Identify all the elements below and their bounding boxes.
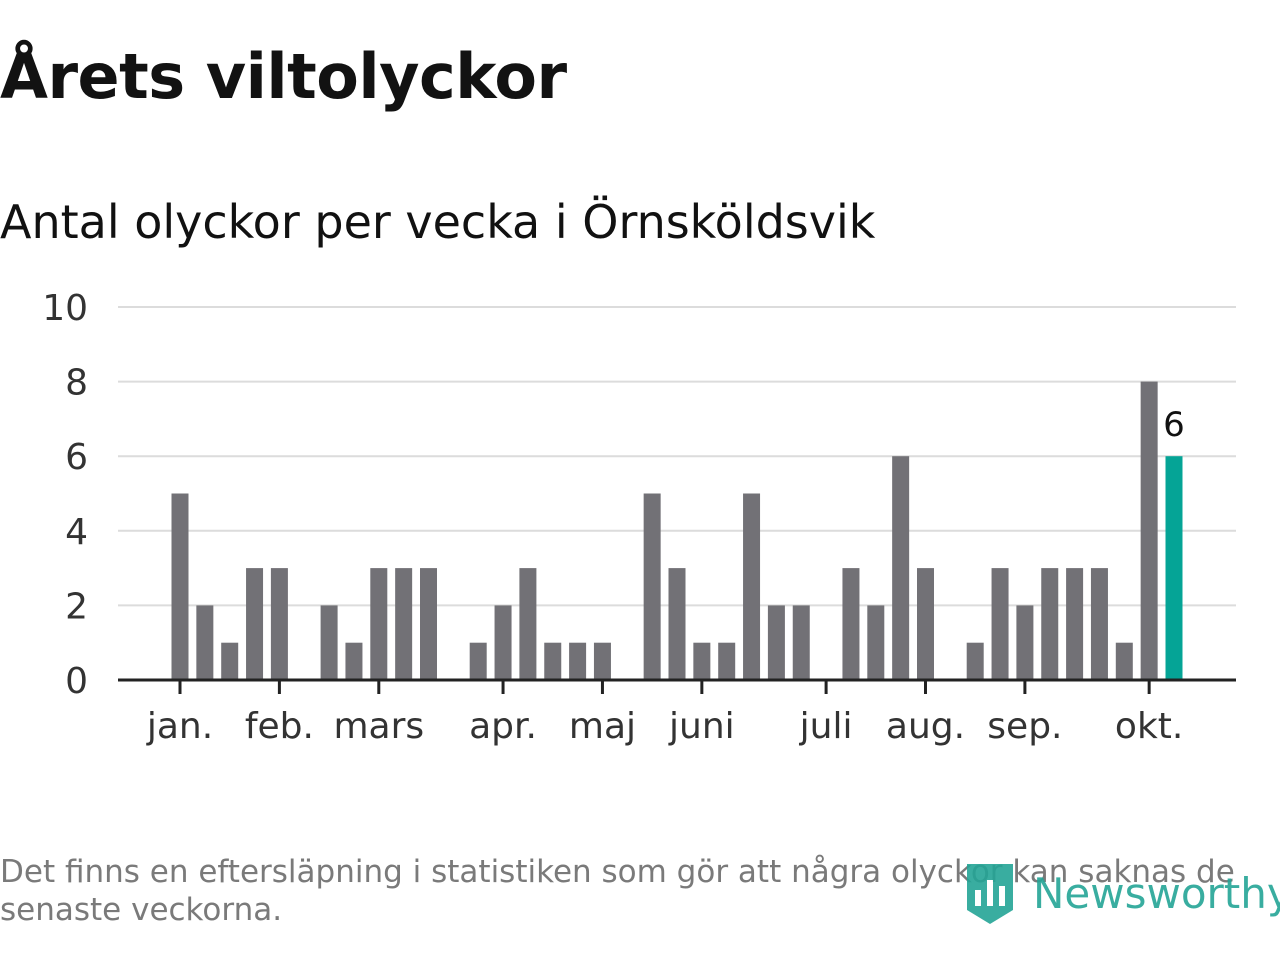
x-tick-label: juni bbox=[668, 706, 735, 747]
bar bbox=[867, 605, 885, 680]
bar bbox=[593, 642, 611, 680]
bar bbox=[792, 605, 810, 680]
y-axis-ticks: 0 2 4 6 8 10 bbox=[42, 288, 88, 702]
bar bbox=[1090, 568, 1108, 680]
x-tick-label: sep. bbox=[987, 706, 1062, 747]
y-tick-label: 0 bbox=[65, 661, 88, 702]
y-tick-label: 6 bbox=[65, 437, 88, 478]
bar bbox=[1066, 568, 1084, 680]
bar bbox=[1140, 381, 1158, 680]
chart-subtitle: Antal olyckor per vecka i Örnsköldsvik bbox=[0, 195, 876, 249]
bar bbox=[1041, 568, 1059, 680]
y-tick-label: 2 bbox=[65, 586, 88, 627]
bar bbox=[917, 568, 934, 680]
y-tick-label: 10 bbox=[42, 288, 88, 329]
bar bbox=[1115, 642, 1133, 680]
chart-title: Årets viltolyckor bbox=[0, 40, 567, 113]
bar bbox=[743, 493, 761, 680]
bar-chart: 0 2 4 6 8 10 jan. feb. mars apr. maj juni juli aug. s… bbox=[42, 288, 1236, 747]
bar bbox=[395, 568, 413, 680]
bar bbox=[718, 642, 736, 680]
bar bbox=[569, 642, 587, 680]
highlight-data-label: 6 bbox=[1163, 405, 1185, 445]
bar bbox=[668, 568, 686, 680]
y-tick-label: 8 bbox=[65, 363, 88, 404]
bars bbox=[171, 381, 1183, 680]
bar bbox=[494, 605, 512, 680]
bar bbox=[1016, 605, 1034, 680]
data-labels: 6 bbox=[1163, 405, 1185, 445]
bar bbox=[196, 605, 214, 680]
bar bbox=[544, 642, 562, 680]
x-tick-label: jan. bbox=[146, 706, 213, 747]
bar bbox=[966, 642, 984, 680]
bar bbox=[420, 568, 437, 680]
bar bbox=[270, 568, 288, 680]
x-tick-label: juli bbox=[799, 706, 853, 747]
x-tick-label: okt. bbox=[1115, 706, 1183, 747]
brand-logo: Newsworthy bbox=[965, 858, 1280, 928]
newsworthy-logo-icon bbox=[967, 864, 1013, 924]
bar bbox=[345, 642, 363, 680]
bar bbox=[991, 568, 1009, 680]
x-tick-label: apr. bbox=[469, 706, 537, 747]
bar bbox=[469, 642, 487, 680]
bar bbox=[519, 568, 537, 680]
bar bbox=[320, 605, 338, 680]
bar bbox=[842, 568, 860, 680]
bar bbox=[221, 642, 239, 680]
x-tick-label: aug. bbox=[886, 706, 965, 747]
brand-name: Newsworthy bbox=[1033, 868, 1280, 918]
bar bbox=[246, 568, 264, 680]
bar bbox=[171, 493, 189, 680]
bar bbox=[370, 568, 388, 680]
x-tick-label: feb. bbox=[245, 706, 314, 747]
footnote: Det finns en eftersläpning i statistiken… bbox=[0, 854, 1235, 928]
bar bbox=[693, 642, 711, 680]
x-axis: jan. feb. mars apr. maj juni juli aug. sep. okt. bbox=[118, 678, 1236, 747]
gridlines bbox=[118, 306, 1236, 607]
x-tick-label: maj bbox=[569, 706, 636, 747]
bar bbox=[892, 456, 910, 680]
bar-highlighted bbox=[1165, 456, 1183, 680]
y-tick-label: 4 bbox=[65, 512, 88, 553]
bar bbox=[643, 493, 661, 680]
x-tick-label: mars bbox=[333, 706, 424, 747]
bar bbox=[767, 605, 785, 680]
